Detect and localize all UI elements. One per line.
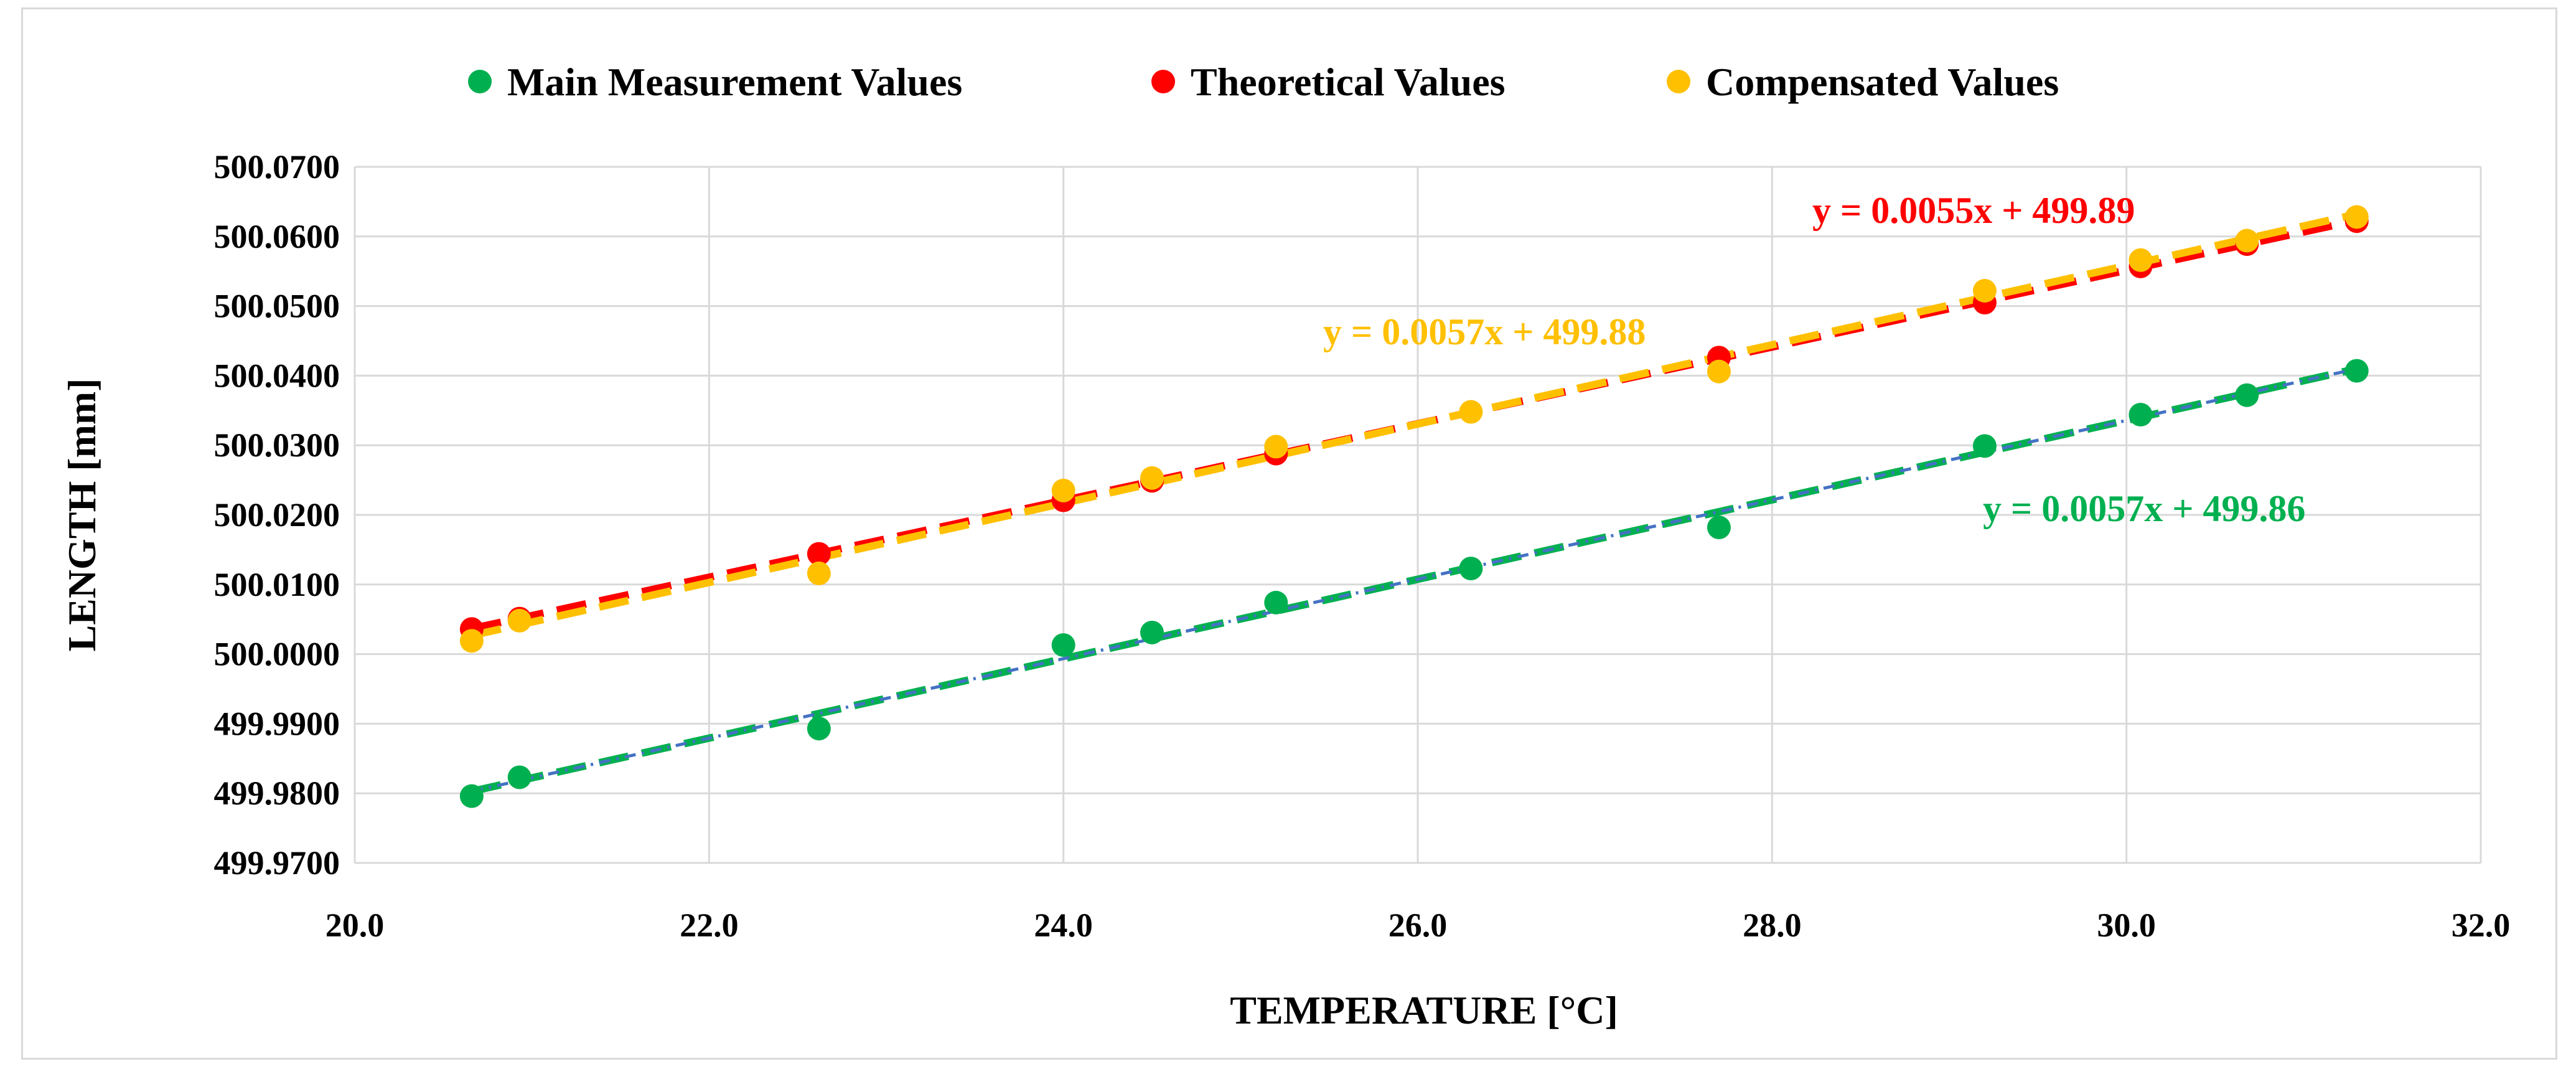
y-tick-label: 500.0300 — [214, 426, 340, 464]
y-tick-label: 500.0200 — [214, 496, 340, 534]
y-tick-label: 499.9800 — [214, 775, 340, 812]
data-point-compensated-values — [1140, 466, 1164, 490]
data-point-compensated-values — [807, 561, 831, 585]
legend: Main Measurement Values Theoretical Value… — [468, 60, 2059, 104]
data-point-compensated-values — [2129, 248, 2153, 272]
legend-marker — [1667, 70, 1690, 93]
y-tick-label: 500.0700 — [214, 148, 340, 186]
grid-layer — [354, 166, 2482, 864]
trendline-inner-main-measurement-values — [471, 367, 2358, 793]
x-axis-title: TEMPERATURE [°C] — [1230, 988, 1618, 1032]
trendline-equation-compensated-values: y = 0.0057x + 499.88 — [1323, 311, 1646, 352]
data-point-main-measurement-values — [1051, 633, 1075, 657]
trendline-equation-main-measurement-values: y = 0.0057x + 499.86 — [1983, 488, 2305, 529]
data-point-main-measurement-values — [1972, 434, 1997, 458]
y-tick-label: 500.0000 — [214, 636, 340, 673]
chart-svg: 499.9700 499.9800 499.9900 500.0000 500.0100… — [60, 60, 2510, 1032]
data-point-layer — [459, 205, 2369, 808]
data-point-compensated-values — [1051, 478, 1075, 502]
data-point-compensated-values — [507, 608, 532, 633]
data-point-theoretical-values — [807, 542, 831, 566]
legend-label: Theoretical Values — [1191, 60, 1506, 104]
trendline-layer — [471, 210, 2358, 795]
data-point-main-measurement-values — [1264, 590, 1288, 615]
chart-frame: 499.9700 499.9800 499.9900 500.0000 500.0100… — [21, 7, 2557, 1060]
data-point-main-measurement-values — [807, 717, 831, 741]
x-tick-label: 20.0 — [326, 907, 385, 944]
data-point-compensated-values — [459, 629, 484, 653]
x-tick-label: 32.0 — [2452, 907, 2511, 944]
data-point-compensated-values — [1459, 400, 1483, 424]
x-tick-label: 26.0 — [1389, 907, 1448, 944]
data-point-main-measurement-values — [2129, 403, 2153, 427]
data-point-main-measurement-values — [507, 765, 532, 789]
label-layer: 499.9700 499.9800 499.9900 500.0000 500.0100… — [60, 148, 2510, 1032]
data-point-compensated-values — [2344, 205, 2369, 229]
data-point-main-measurement-values — [459, 784, 484, 808]
legend-label: Compensated Values — [1706, 60, 2059, 104]
data-point-main-measurement-values — [1140, 620, 1164, 644]
data-point-compensated-values — [1707, 359, 1731, 384]
x-tick-label: 28.0 — [1743, 907, 1802, 944]
y-tick-label: 500.0100 — [214, 566, 340, 603]
y-tick-label: 500.0500 — [214, 288, 340, 325]
x-tick-label: 24.0 — [1034, 907, 1093, 944]
data-point-compensated-values — [2235, 228, 2259, 253]
legend-marker — [1151, 70, 1175, 93]
data-point-main-measurement-values — [2344, 359, 2369, 383]
data-point-compensated-values — [1972, 279, 1997, 303]
trendline-equation-theoretical-values: y = 0.0055x + 499.89 — [1812, 190, 2135, 231]
data-point-main-measurement-values — [1707, 516, 1731, 540]
legend-marker — [468, 70, 492, 93]
legend-label: Main Measurement Values — [507, 60, 962, 104]
y-tick-label: 500.0600 — [214, 218, 340, 255]
x-tick-label: 22.0 — [680, 907, 739, 944]
y-tick-label: 499.9900 — [214, 705, 340, 742]
y-tick-label: 500.0400 — [214, 357, 340, 394]
x-tick-label: 30.0 — [2097, 907, 2156, 944]
y-axis-title: LENGTH [mm] — [60, 378, 104, 651]
y-tick-label: 499.9700 — [214, 844, 340, 882]
data-point-main-measurement-values — [1459, 557, 1483, 581]
trendline-compensated-values — [471, 210, 2358, 639]
data-point-compensated-values — [1264, 435, 1288, 459]
data-point-main-measurement-values — [2235, 383, 2259, 407]
